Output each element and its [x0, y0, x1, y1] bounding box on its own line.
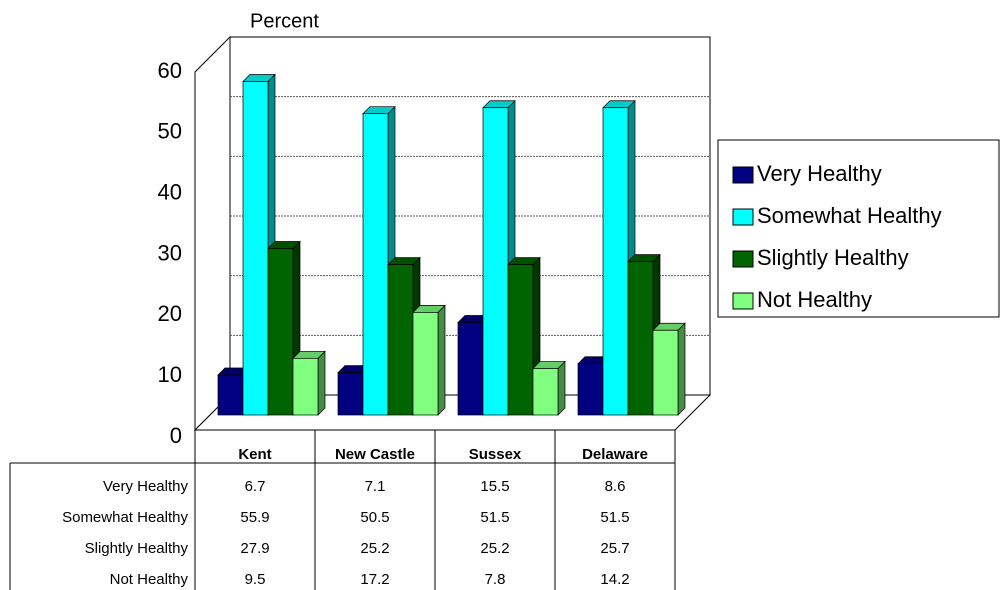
bar: [292, 350, 326, 416]
legend: [717, 139, 1000, 318]
table-value: 25.2: [480, 540, 509, 557]
bar-front: [387, 264, 414, 416]
category-label: Delaware: [582, 446, 648, 463]
table-value: 25.7: [600, 540, 629, 557]
category-label: Sussex: [469, 446, 522, 463]
table-value: 14.2: [600, 571, 629, 588]
category-label: New Castle: [335, 446, 415, 463]
legend-swatch: [732, 166, 754, 184]
bar-front: [532, 368, 559, 416]
legend-label: Not Healthy: [757, 287, 872, 312]
bar-front: [267, 248, 294, 416]
table-lines: [9, 430, 676, 590]
legend-label: Very Healthy: [757, 161, 882, 186]
table-value: 51.5: [600, 509, 629, 526]
y-tick-label: 50: [158, 119, 182, 144]
bar: [652, 322, 686, 416]
table-value: 7.8: [485, 571, 506, 588]
bar-front: [217, 374, 244, 416]
bar-side: [677, 322, 686, 416]
table-value: 9.5: [245, 571, 266, 588]
bar-front: [242, 81, 269, 416]
y-tick-label: 20: [158, 301, 182, 326]
y-tick-label: 0: [170, 423, 182, 448]
legend-swatch: [732, 250, 754, 268]
bar-side: [557, 360, 566, 416]
table-value: 55.9: [240, 509, 269, 526]
bar-front: [577, 363, 604, 416]
table-value: 8.6: [605, 478, 626, 495]
bar-front: [457, 322, 484, 416]
bar-front: [292, 357, 319, 416]
y-tick-label: 30: [158, 240, 182, 265]
bar-front: [482, 107, 509, 416]
legend-label: Somewhat Healthy: [757, 203, 942, 228]
y-tick-label: 10: [158, 362, 182, 387]
y-tick-label: 40: [158, 179, 182, 204]
y-tick-label: 60: [158, 58, 182, 83]
bar-front: [337, 372, 364, 416]
table-value: 6.7: [245, 478, 266, 495]
table-value: 17.2: [360, 571, 389, 588]
legend-swatch: [732, 292, 754, 310]
bar: [412, 304, 446, 416]
bar-front: [362, 113, 389, 416]
bar-front: [602, 107, 629, 416]
bar: [242, 73, 276, 416]
bar-front: [507, 264, 534, 416]
table-value: 15.5: [480, 478, 509, 495]
table-value: 51.5: [480, 509, 509, 526]
bar-front: [652, 329, 679, 416]
bar-front: [627, 261, 654, 416]
bar-side: [437, 304, 446, 416]
bar-front: [412, 312, 439, 416]
table-value: 25.2: [360, 540, 389, 557]
legend-swatch: [732, 208, 754, 226]
table-value: 7.1: [365, 478, 386, 495]
bar: [532, 360, 566, 416]
row-label: Somewhat Healthy: [62, 509, 188, 526]
row-label: Not Healthy: [110, 571, 189, 588]
legend-label: Slightly Healthy: [757, 245, 909, 270]
y-axis-label: Percent: [250, 10, 319, 32]
category-label: Kent: [238, 446, 271, 463]
bar: [267, 240, 301, 416]
row-label: Very Healthy: [103, 478, 189, 495]
table-value: 27.9: [240, 540, 269, 557]
table-value: 50.5: [360, 509, 389, 526]
row-label: Slightly Healthy: [85, 540, 189, 557]
bar-side: [317, 350, 326, 416]
